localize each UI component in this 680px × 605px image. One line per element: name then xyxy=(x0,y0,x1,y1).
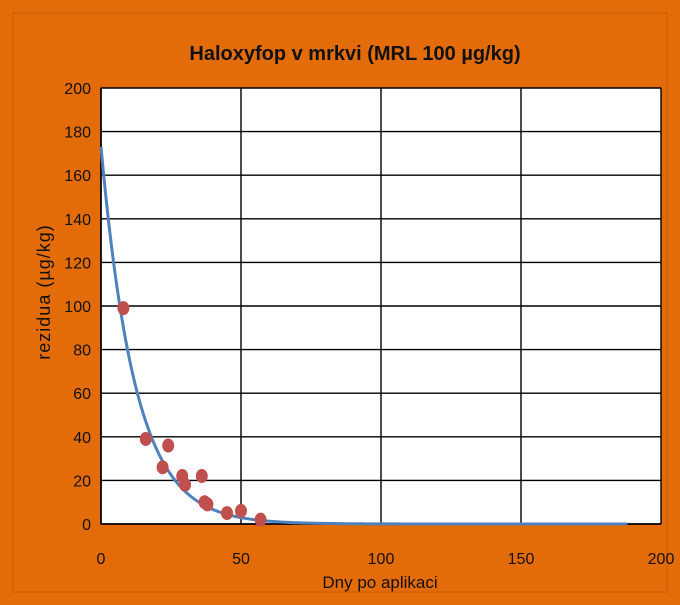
x-tick-label: 0 xyxy=(97,551,106,568)
tick-labels: 0 20 40 60 80 100 120 140 160 180 200 0 50 100 150 200 xyxy=(64,81,674,568)
data-point xyxy=(156,460,169,475)
y-tick-label: 200 xyxy=(64,81,91,98)
y-tick-label: 60 xyxy=(73,386,91,403)
y-tick-label: 20 xyxy=(73,473,91,490)
y-tick-label: 120 xyxy=(64,255,91,272)
data-point xyxy=(139,431,152,446)
fit-curve-layer xyxy=(99,146,628,526)
data-point xyxy=(221,506,233,521)
y-tick-label: 100 xyxy=(64,299,91,316)
x-axis-label: Dny po aplikaci xyxy=(322,573,437,592)
grid-lines xyxy=(100,87,662,525)
y-tick-label: 0 xyxy=(82,517,91,534)
y-axis-label: rezidua (µg/kg) xyxy=(34,224,54,359)
fit-curve xyxy=(99,146,628,526)
data-point xyxy=(179,477,191,492)
data-points-layer xyxy=(117,301,267,527)
chart-inner-border xyxy=(12,12,668,593)
x-tick-label: 50 xyxy=(232,551,250,568)
y-tick-label: 160 xyxy=(64,168,91,185)
x-tick-label: 100 xyxy=(368,551,395,568)
data-point xyxy=(117,301,130,316)
y-tick-label: 180 xyxy=(64,125,91,142)
y-tick-label: 80 xyxy=(73,343,91,360)
x-tick-label: 200 xyxy=(648,551,675,568)
data-point xyxy=(201,497,214,512)
y-tick-label: 40 xyxy=(73,430,91,447)
data-point xyxy=(254,512,267,527)
y-tick-label: 140 xyxy=(64,212,91,229)
chart-title: Haloxyfop v mrkvi (MRL 100 µg/kg) xyxy=(189,43,520,65)
data-point xyxy=(162,438,175,453)
data-point xyxy=(235,503,247,518)
x-tick-label: 150 xyxy=(508,551,535,568)
data-point xyxy=(195,469,208,484)
